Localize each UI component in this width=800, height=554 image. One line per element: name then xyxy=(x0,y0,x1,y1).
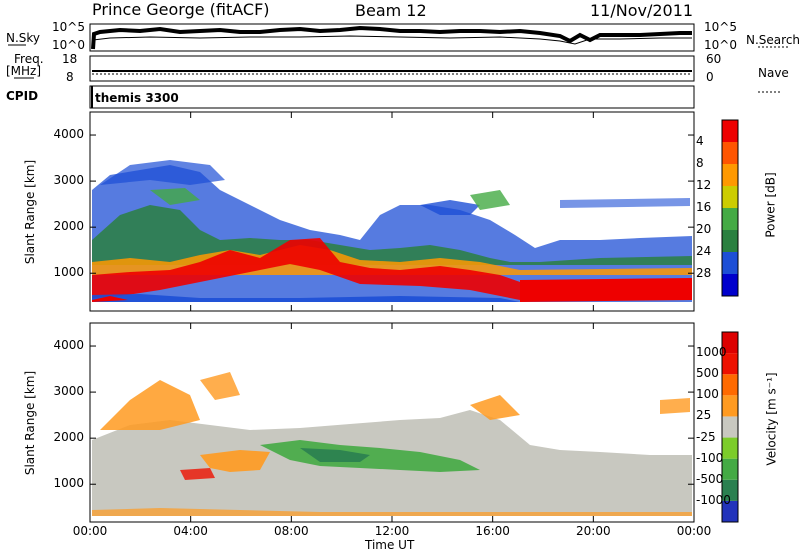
power-colorbar-swatch xyxy=(722,274,738,296)
x-tick-label: 04:00 xyxy=(173,524,208,538)
nsearch-label: N.Search xyxy=(746,33,800,47)
power-colorbar-swatch xyxy=(722,230,738,252)
velocity-colorbar-tick: 100 xyxy=(696,387,719,402)
power-colorbar-tick: 16 xyxy=(696,200,712,214)
power-panel xyxy=(89,111,695,312)
velocity-colorbar-tick: 25 xyxy=(696,408,712,423)
velocity-colorbar-swatch xyxy=(722,416,738,438)
velocity-colorbar-tick: 1000 xyxy=(696,345,727,360)
velocity-colorbar-frame xyxy=(721,331,739,523)
noise-search-series xyxy=(92,35,692,45)
x-axis-label: Time UT xyxy=(365,538,415,552)
nave-tick-bottom: 0 xyxy=(706,70,714,84)
velocity-colorbar-tick: -500 xyxy=(696,471,724,486)
x-axis-ticks xyxy=(89,112,695,522)
power-colorbar-tick: 4 xyxy=(696,134,704,148)
velocity-y-ticks xyxy=(90,345,694,485)
cpid-panel xyxy=(89,85,695,109)
power-y-ticks xyxy=(90,134,694,274)
power-colorbar-tick: 8 xyxy=(696,156,704,170)
velocity-colorbar-swatch xyxy=(722,437,738,459)
power-colorbar-frame xyxy=(721,119,739,297)
velocity-colorbar-swatch xyxy=(722,374,738,396)
velocity-heatmap xyxy=(92,372,692,516)
velocity-colorbar-tick: -1000 xyxy=(696,492,731,507)
velocity-colorbar xyxy=(721,331,739,523)
power-colorbar-swatch xyxy=(722,208,738,230)
velocity-colorbar-label: Velocity [m s⁻¹] xyxy=(764,372,779,466)
freq-label: Freq. xyxy=(14,52,44,66)
power-heatmap xyxy=(92,160,692,302)
noise-tick-right-bottom: 10^0 xyxy=(704,38,737,52)
cpid-label: CPID xyxy=(6,89,39,103)
velocity-colorbar-swatch xyxy=(722,500,738,522)
velocity-colorbar-tick: -25 xyxy=(696,429,716,444)
velocity-y-tick-label: 1000 xyxy=(53,476,84,491)
power-y-tick-label: 2000 xyxy=(53,219,84,234)
power-colorbar-swatch xyxy=(722,142,738,164)
noise-tick-left-top: 10^5 xyxy=(52,20,85,34)
power-y-tick-label: 1000 xyxy=(53,265,84,280)
power-ylabel: Slant Range [km] xyxy=(23,159,38,265)
nsky-label: N.Sky xyxy=(6,31,41,45)
power-y-tick-label: 3000 xyxy=(53,173,84,188)
velocity-y-tick-label: 4000 xyxy=(53,338,84,353)
freq-unit: [MHz] xyxy=(6,64,42,78)
noise-tick-left-bottom: 10^0 xyxy=(52,38,85,52)
power-y-tick-label: 4000 xyxy=(53,127,84,142)
velocity-colorbar-swatch xyxy=(722,479,738,501)
power-colorbar-swatch xyxy=(722,164,738,186)
velocity-colorbar-swatch xyxy=(722,458,738,480)
beam-title: Beam 12 xyxy=(355,1,427,20)
power-colorbar-swatch xyxy=(722,252,738,274)
freq-panel xyxy=(89,55,695,82)
nave-tick-top: 60 xyxy=(706,52,722,66)
noise-panel xyxy=(89,23,695,52)
x-tick-label: 12:00 xyxy=(374,524,410,538)
cpid-value: themis 3300 xyxy=(95,91,179,105)
velocity-colorbar-tick: -100 xyxy=(696,450,724,465)
velocity-panel xyxy=(89,322,695,523)
x-tick-label: 20:00 xyxy=(576,524,611,538)
velocity-colorbar-swatch xyxy=(722,395,738,417)
noise-tick-right-top: 10^5 xyxy=(704,20,737,34)
power-colorbar-tick: 28 xyxy=(696,266,712,280)
velocity-y-tick-label: 3000 xyxy=(53,384,84,399)
noise-sky-series xyxy=(91,25,692,50)
x-tick-label: 08:00 xyxy=(274,524,309,538)
velocity-ylabel: Slant Range [km] xyxy=(23,370,38,476)
power-colorbar-swatch xyxy=(722,120,738,142)
velocity-colorbar-tick: 500 xyxy=(696,366,719,381)
power-colorbar-swatch xyxy=(722,186,738,208)
power-colorbar xyxy=(721,119,739,297)
freq-tick-bottom: 8 xyxy=(66,70,74,84)
freq-tick-top: 18 xyxy=(62,52,78,66)
power-colorbar-tick: 20 xyxy=(696,222,712,236)
power-colorbar-label: Power [dB] xyxy=(763,172,778,238)
velocity-colorbar-swatch xyxy=(722,353,738,375)
station-title: Prince George (fitACF) xyxy=(92,0,270,19)
power-colorbar-tick: 12 xyxy=(696,178,712,192)
nave-label: Nave xyxy=(758,66,789,80)
x-tick-label: 00:00 xyxy=(72,524,108,538)
power-colorbar-tick: 24 xyxy=(696,244,712,258)
velocity-colorbar-swatch xyxy=(722,332,738,354)
velocity-y-tick-label: 2000 xyxy=(53,430,84,445)
date-title: 11/Nov/2011 xyxy=(590,1,694,20)
x-tick-label: 00:00 xyxy=(676,524,712,538)
x-tick-label: 16:00 xyxy=(475,524,510,538)
